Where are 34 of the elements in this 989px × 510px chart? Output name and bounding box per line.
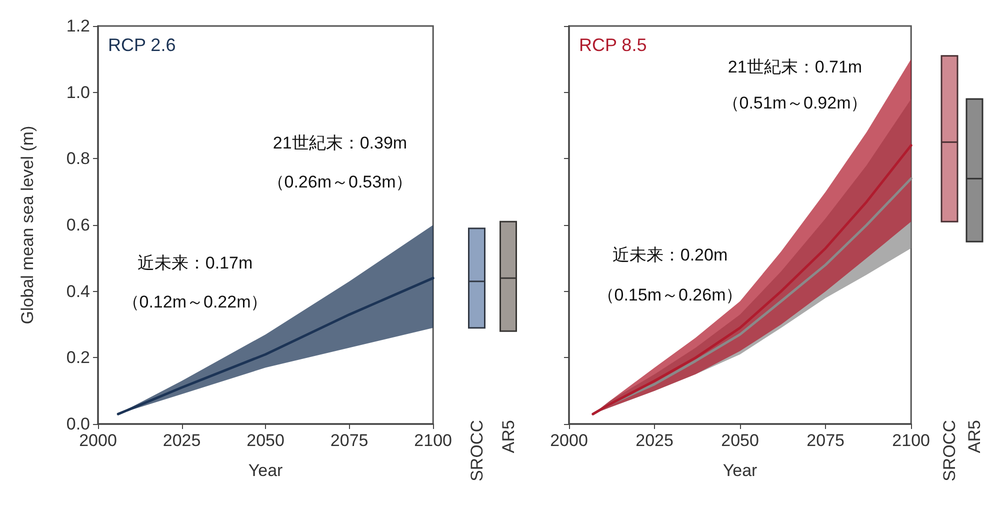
x-tick-label: AR5 bbox=[965, 420, 984, 454]
text: RCP 2.6 bbox=[108, 35, 176, 55]
x-tick-label: 2075 bbox=[806, 431, 844, 450]
y-tick-label: 0.6 bbox=[66, 216, 90, 234]
y-tick-label: 0.8 bbox=[66, 149, 90, 168]
y-tick-label: 0.4 bbox=[66, 282, 90, 301]
x-tick-label: 2025 bbox=[636, 431, 674, 450]
annotation: 21世紀末：0.71m bbox=[728, 58, 862, 76]
annotation: （0.51m～0.92m） bbox=[722, 94, 868, 112]
x-tick-label: 2050 bbox=[246, 431, 284, 450]
annotation: 21世紀末：0.39m bbox=[272, 134, 408, 152]
x-axis-title: Year bbox=[248, 461, 284, 480]
y-tick-label: 0.0 bbox=[66, 414, 90, 434]
x-tick-label: 2000 bbox=[550, 431, 588, 450]
y-tick-label: 0.2 bbox=[66, 348, 90, 368]
x-tick-label: 2100 bbox=[414, 431, 452, 450]
annotation: （0.12m～0.22m） bbox=[122, 292, 268, 312]
annotation: （0.15m～0.26m） bbox=[597, 286, 743, 304]
annotation: 近未来：0.20m bbox=[612, 246, 728, 264]
x-tick-label: 2000 bbox=[79, 431, 117, 450]
annotation: （0.26m～0.53m） bbox=[267, 172, 413, 192]
x-tick-label: SROCC bbox=[467, 420, 486, 482]
y-axis-title: Global mean sea level (m) bbox=[18, 126, 37, 324]
text: RCP 8.5 bbox=[579, 35, 647, 55]
x-tick-label: 2025 bbox=[162, 431, 201, 450]
x-tick-label: SROCC bbox=[940, 420, 959, 482]
x-tick-label: 2075 bbox=[330, 431, 368, 450]
x-axis-title: Year bbox=[722, 461, 758, 480]
x-tick-label: 2050 bbox=[721, 431, 759, 450]
annotation: 近未来：0.17m bbox=[137, 254, 253, 272]
y-tick-label: 1.2 bbox=[66, 16, 90, 36]
x-tick-label: 2100 bbox=[892, 431, 930, 450]
y-tick-label: 1.0 bbox=[66, 82, 90, 102]
x-tick-label: AR5 bbox=[498, 420, 518, 454]
